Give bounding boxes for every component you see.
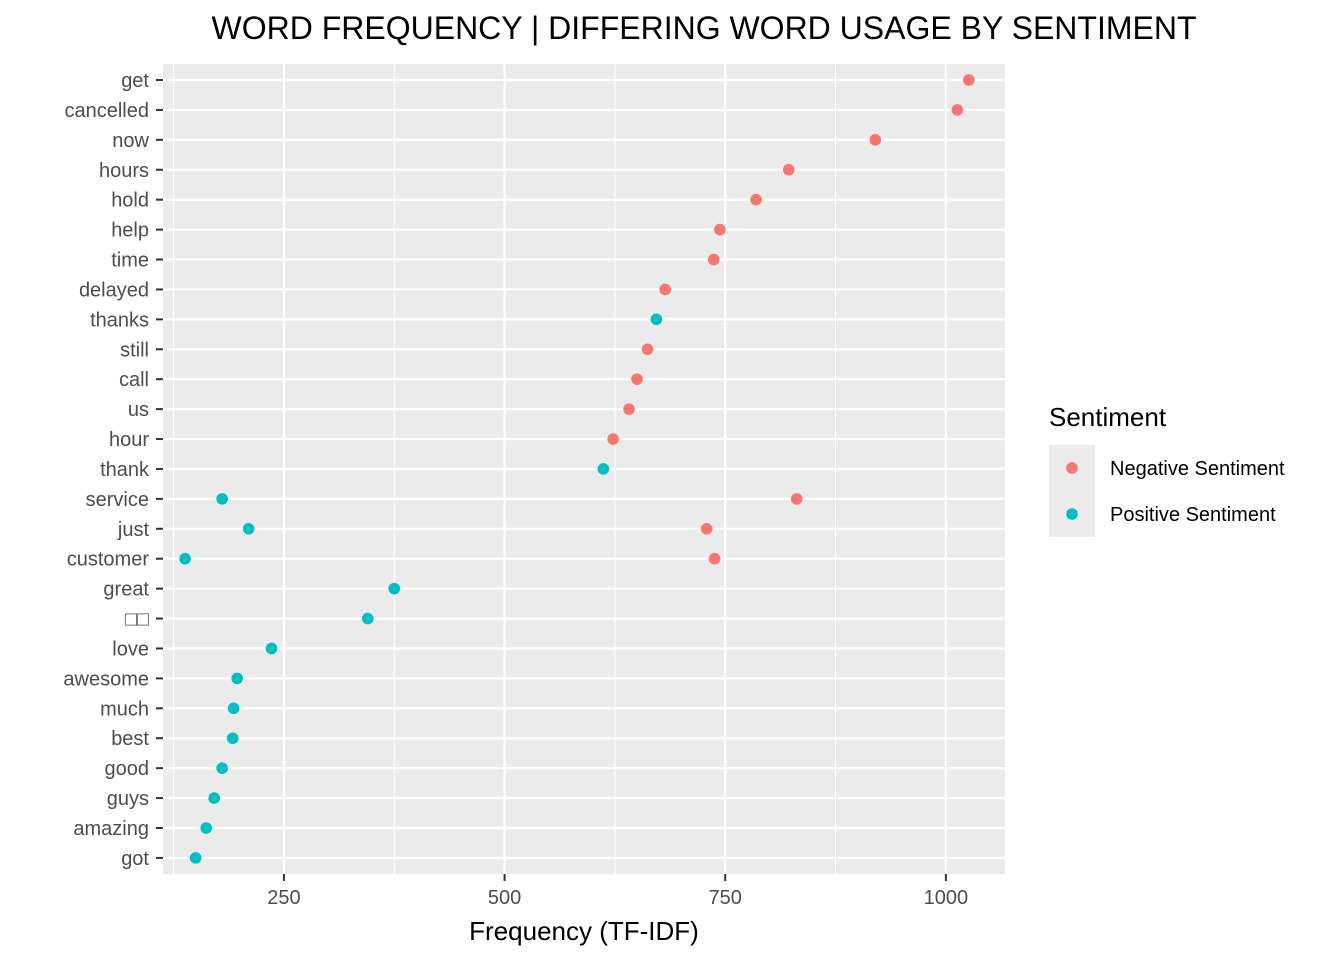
data-point	[659, 283, 671, 296]
y-axis: get cancelled now hours hold help time delayed t…	[63, 70, 163, 870]
y-tick-label: □□	[125, 609, 149, 631]
x-axis: 250 500 750 1000	[267, 874, 968, 909]
y-tick-label: get	[121, 70, 149, 92]
x-tick-label: 250	[267, 887, 300, 909]
y-tick-label: now	[112, 130, 149, 152]
data-point	[597, 463, 610, 475]
y-tick-label: service	[86, 489, 149, 511]
data-point	[750, 193, 762, 206]
y-tick-label: customer	[67, 549, 150, 571]
data-point	[714, 223, 726, 236]
data-point	[782, 163, 795, 176]
data-points	[179, 74, 975, 864]
data-point	[361, 612, 374, 625]
y-tick-label: still	[120, 339, 149, 361]
legend-label: Negative Sentiment	[1110, 458, 1285, 480]
data-point	[179, 552, 191, 565]
data-point	[790, 493, 803, 505]
y-tick-label: awesome	[63, 668, 149, 690]
data-point	[650, 313, 663, 326]
y-tick-label: help	[111, 220, 149, 242]
y-tick-label: thank	[100, 459, 150, 481]
data-point	[265, 642, 278, 655]
y-tick-label: got	[121, 848, 149, 870]
data-point	[226, 732, 239, 745]
y-tick-label: hours	[99, 160, 149, 182]
x-tick-label: 500	[488, 887, 521, 909]
data-point	[869, 134, 882, 146]
y-tick-label: time	[111, 250, 149, 272]
data-point	[388, 582, 401, 595]
y-tick-label: good	[105, 758, 150, 780]
data-point	[242, 523, 255, 535]
y-tick-label: cancelled	[64, 100, 149, 122]
data-point	[216, 493, 228, 505]
y-tick-label: call	[119, 369, 149, 391]
y-tick-label: much	[100, 698, 149, 720]
data-point	[216, 762, 228, 774]
y-tick-label: best	[111, 728, 149, 750]
legend: Sentiment Negative Sentiment Positive Sen…	[1049, 402, 1285, 537]
x-axis-label: Frequency (TF-IDF)	[469, 916, 699, 946]
chart-title: WORD FREQUENCY | DIFFERING WORD USAGE BY…	[212, 10, 1197, 46]
data-point	[607, 433, 619, 445]
data-point	[641, 343, 654, 356]
legend-key-marker	[1066, 508, 1078, 520]
legend-label: Positive Sentiment	[1110, 504, 1276, 526]
y-tick-label: guys	[107, 788, 149, 810]
data-point	[631, 373, 643, 386]
y-tick-label: thanks	[90, 309, 149, 331]
y-tick-label: amazing	[73, 818, 149, 840]
x-tick-label: 750	[709, 887, 742, 909]
data-point	[208, 792, 220, 804]
legend-key-marker	[1066, 462, 1078, 474]
y-tick-label: just	[117, 519, 150, 541]
y-tick-label: us	[128, 399, 149, 421]
data-point	[963, 74, 975, 86]
legend-title: Sentiment	[1049, 402, 1167, 432]
data-point	[951, 104, 964, 116]
data-point	[227, 702, 240, 715]
data-point	[707, 253, 720, 266]
data-point	[189, 852, 202, 864]
y-tick-label: love	[112, 638, 149, 660]
y-tick-label: hold	[111, 190, 149, 212]
data-point	[200, 822, 213, 834]
major-gridlines	[163, 64, 1005, 874]
y-tick-label: hour	[109, 429, 149, 451]
y-tick-label: delayed	[79, 279, 149, 301]
x-tick-label: 1000	[924, 887, 969, 909]
data-point	[700, 523, 713, 535]
data-point	[708, 552, 721, 565]
data-point	[623, 403, 635, 415]
data-point	[231, 672, 243, 685]
y-tick-label: great	[103, 579, 149, 601]
